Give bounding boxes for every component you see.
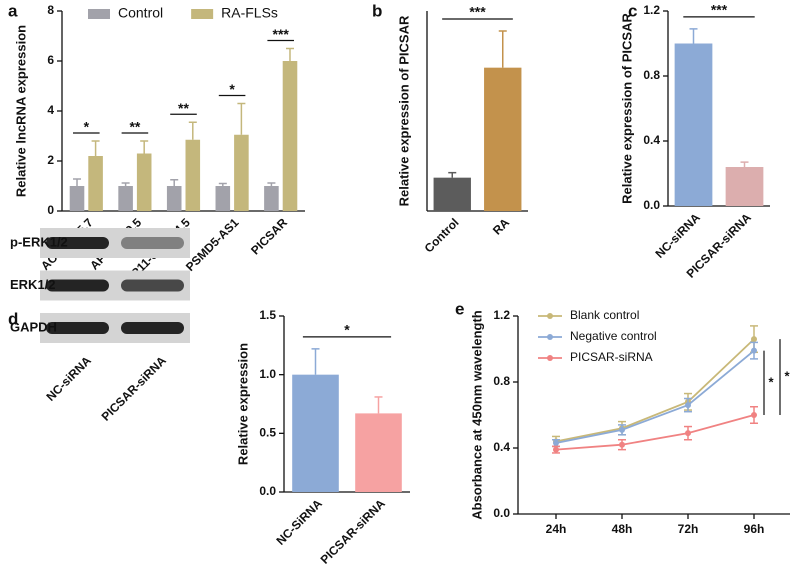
y-tick-label: 2 <box>47 153 54 167</box>
point <box>685 430 691 437</box>
significance-label: * <box>784 368 790 383</box>
y-tick-label: 8 <box>47 3 54 17</box>
y-axis-label: Absorbance at 450nm wavelength <box>469 310 484 520</box>
y-tick-label: 0.0 <box>259 484 276 498</box>
x-tick-label: NC-siRNA <box>43 353 94 404</box>
point <box>751 412 757 418</box>
panel-letter: d <box>8 309 18 328</box>
bar <box>88 156 103 211</box>
series-line <box>555 414 755 451</box>
y-tick-label: 0 <box>47 203 54 217</box>
legend-label: Control <box>118 5 163 21</box>
blot-band <box>46 279 109 292</box>
significance-label: *** <box>711 2 728 18</box>
bar <box>725 167 764 206</box>
y-tick-label: 0.4 <box>493 440 510 454</box>
bar <box>185 139 201 211</box>
legend-label: Negative control <box>570 329 657 343</box>
y-tick-label: 0.4 <box>643 133 660 147</box>
bar <box>234 134 249 211</box>
y-tick-label: 1.0 <box>259 367 276 381</box>
significance-label: * <box>768 374 774 389</box>
x-tick-label: 24h <box>546 522 567 536</box>
bar <box>118 186 133 211</box>
legend-swatch <box>88 9 110 19</box>
y-tick-label: 0.0 <box>493 506 510 520</box>
x-tick-label: PICSAR-siRNA <box>318 496 388 564</box>
y-axis-label: Relative expression of PICSAR <box>619 13 634 204</box>
y-tick-label: 6 <box>47 53 54 67</box>
y-tick-label: 1.2 <box>493 308 510 322</box>
series-line <box>555 338 755 443</box>
x-tick-label: NC-siRNA <box>652 210 703 261</box>
x-tick-label: PICSAR-siRNA <box>99 353 169 423</box>
x-tick-label: NC-SiRNA <box>273 496 325 548</box>
panel-letter: a <box>8 1 18 20</box>
panel-letter: c <box>628 1 637 20</box>
blot-band <box>121 237 184 249</box>
x-tick-label: Control <box>422 215 462 255</box>
y-tick-label: 1.5 <box>259 308 276 322</box>
significance-label: * <box>84 119 90 135</box>
significance-label: *** <box>273 26 290 42</box>
point <box>553 446 559 453</box>
x-tick-label: RA <box>490 215 512 237</box>
bar <box>166 186 182 211</box>
significance-label: ** <box>129 119 140 135</box>
y-axis-label: Relative lncRNA expression <box>13 25 28 197</box>
point <box>751 347 757 354</box>
blot-band <box>121 279 184 292</box>
legend-marker <box>547 355 553 361</box>
legend-marker <box>547 334 553 340</box>
panel-letter: b <box>372 1 382 20</box>
point <box>619 441 625 448</box>
bar <box>69 186 85 211</box>
blot-band <box>121 322 184 334</box>
y-axis-label: Relative expression <box>235 343 250 465</box>
y-axis-label: Relative expression of PICSAR <box>396 15 411 206</box>
legend-label: PICSAR-siRNA <box>570 350 653 364</box>
y-tick-label: 1.2 <box>643 3 660 17</box>
y-tick-label: 4 <box>47 103 54 117</box>
bar <box>355 413 402 492</box>
significance-label: ** <box>178 100 189 116</box>
y-tick-label: 0.8 <box>643 68 660 82</box>
blot-row-label: ERK1/2 <box>10 277 56 292</box>
x-tick-label: 48h <box>612 522 633 536</box>
significance-label: *** <box>469 4 486 20</box>
legend-label: RA-FLSs <box>221 5 278 21</box>
x-tick-label: PICSAR <box>248 215 290 257</box>
x-tick-label: 96h <box>744 522 765 536</box>
bar <box>215 186 231 211</box>
significance-label: * <box>344 322 350 338</box>
bar <box>136 153 152 211</box>
panel-letter: e <box>455 299 464 318</box>
significance-label: * <box>229 81 235 97</box>
y-tick-label: 0.5 <box>259 426 276 440</box>
legend-swatch <box>191 9 214 19</box>
blot-row-label: GAPDH <box>10 319 57 334</box>
y-tick-label: 0.8 <box>493 374 510 388</box>
bar <box>264 186 279 211</box>
series-line <box>555 349 755 444</box>
bar <box>484 67 522 212</box>
bar <box>282 61 298 211</box>
legend-label: Blank control <box>570 308 639 322</box>
point <box>619 426 625 433</box>
legend-marker <box>547 313 553 319</box>
bar <box>433 177 471 211</box>
point <box>553 440 559 447</box>
x-tick-label: PSMD5-AS1 <box>183 215 242 274</box>
bar <box>292 374 339 492</box>
blot-row-label: p-ERK1/2 <box>10 234 68 249</box>
blot-band <box>46 322 109 334</box>
blot-band <box>46 237 109 249</box>
bar <box>674 43 713 206</box>
point <box>685 402 691 409</box>
x-tick-label: 72h <box>678 522 699 536</box>
y-tick-label: 0.0 <box>643 198 660 212</box>
point <box>751 336 757 343</box>
